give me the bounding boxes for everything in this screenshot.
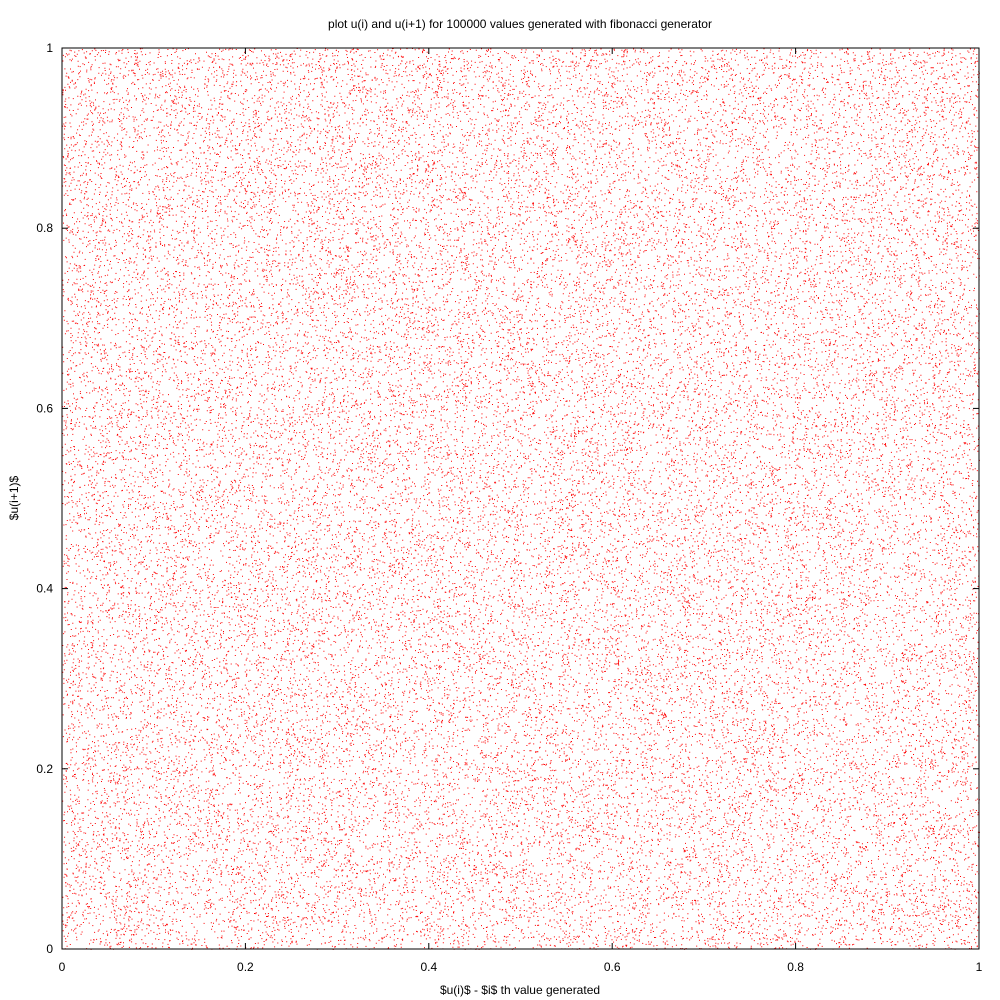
scatter-point [549, 85, 551, 87]
x-tick-label: 0.2 [237, 960, 254, 974]
y-tick-label: 0.6 [36, 401, 53, 415]
scatter-point [572, 911, 574, 913]
scatter-point [448, 710, 450, 712]
scatter-point [928, 835, 930, 837]
y-tick-label: 0 [46, 942, 53, 956]
y-tick-label: 0.2 [36, 762, 53, 776]
scatter-point [247, 783, 249, 785]
x-tick-label: 1 [976, 960, 983, 974]
y-tick-label: 0.4 [36, 582, 53, 596]
scatter-point [415, 500, 417, 502]
scatter-point [878, 252, 880, 254]
scatter-point [167, 112, 169, 114]
y-tick-label: 0.8 [36, 221, 53, 235]
points-layer [62, 48, 981, 950]
x-tick-label: 0.6 [604, 960, 621, 974]
x-tick-label: 0.4 [420, 960, 437, 974]
ticks-layer: 0 0.2 0.4 0.6 0.8 1 0 0.2 0.4 0.6 0.8 1 [36, 41, 982, 974]
y-axis-label: $u(i+1)$ [7, 476, 21, 521]
plot-frame [61, 47, 980, 950]
scatter-point [314, 870, 316, 872]
scatter-point [131, 411, 133, 413]
scatter-point-cloud [62, 48, 981, 950]
scatter-point [709, 624, 711, 626]
scatter-point [807, 676, 809, 678]
chart-title: plot u(i) and u(i+1) for 100000 values g… [328, 17, 712, 31]
scatter-point [953, 542, 955, 544]
scatter-point [216, 371, 218, 373]
scatter-point [372, 308, 374, 310]
y-tick-label: 1 [46, 41, 53, 55]
x-tick-label: 0.8 [787, 960, 804, 974]
x-axis-label: $u(i)$ - $i$ th value generated [440, 983, 600, 997]
x-tick-label: 0 [59, 960, 66, 974]
scatter-point [655, 152, 657, 154]
